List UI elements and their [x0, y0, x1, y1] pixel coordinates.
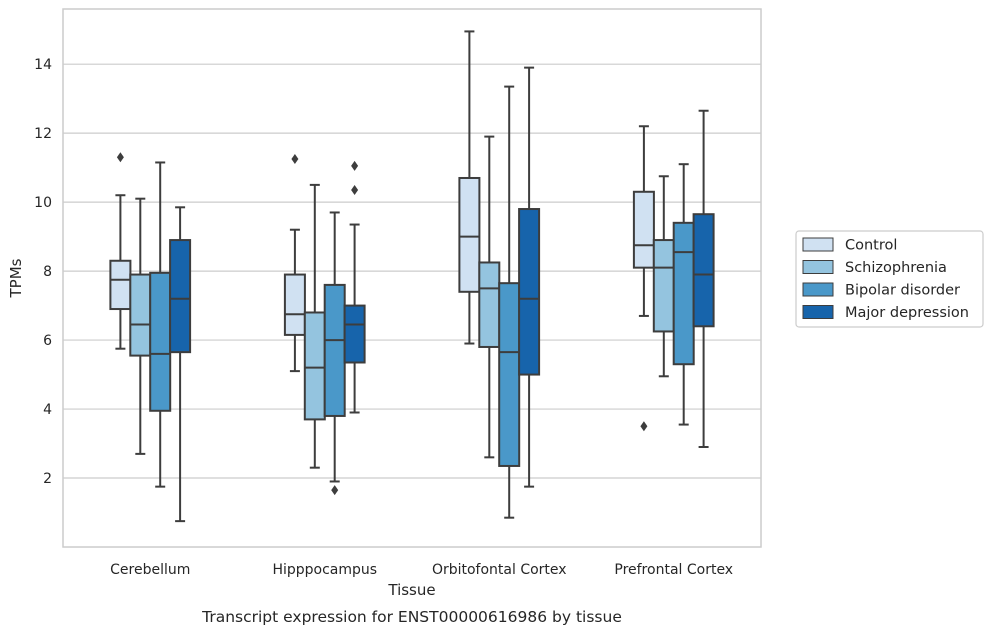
legend-swatch: [802, 237, 834, 252]
box-body: [129, 273, 152, 357]
box-body: [343, 304, 366, 364]
box-bipolar-disorder-1: [323, 211, 346, 496]
plot-frame: [62, 8, 762, 548]
y-tick-label: 8: [43, 264, 52, 280]
box-body: [169, 239, 192, 354]
x-tick-labels: Cerebellum Hipppocampus Orbitofontal Corte…: [110, 562, 733, 578]
y-tick-label: 12: [34, 126, 52, 142]
y-tick-label: 4: [43, 402, 52, 418]
legend: Control Schizophrenia Bipolar disorder Majo…: [795, 230, 984, 328]
box-body: [458, 176, 481, 293]
x-axis-label: Tissue: [387, 581, 435, 599]
box-body: [652, 239, 675, 333]
x-tick-label: Cerebellum: [110, 562, 190, 578]
box-body: [283, 273, 306, 336]
box-body: [498, 282, 521, 467]
box-bipolar-disorder-0: [149, 161, 172, 488]
box-body: [149, 271, 172, 412]
outlier-point: [331, 485, 339, 496]
box-body: [303, 311, 326, 421]
outlier-point: [116, 152, 124, 163]
box-control-3: [632, 125, 655, 432]
legend-frame: [795, 230, 984, 328]
outlier-point: [640, 421, 648, 432]
box-body: [692, 213, 715, 328]
chart-caption: Transcript expression for ENST0000061698…: [201, 608, 622, 626]
legend-label: Control: [845, 238, 897, 254]
box-control-2: [458, 30, 481, 345]
y-tick-label: 10: [34, 195, 52, 211]
box-major-depression-2: [518, 66, 541, 488]
legend-swatch: [802, 282, 834, 297]
outlier-point: [351, 160, 359, 171]
box-major-depression-3: [692, 109, 715, 448]
box-control-0: [109, 152, 132, 350]
legend-swatch: [802, 305, 834, 319]
y-tick-label: 14: [34, 57, 52, 73]
box-body: [109, 259, 132, 311]
box-body: [672, 221, 695, 366]
x-tick-label: Orbitofontal Cortex: [432, 562, 567, 578]
x-tick-label: Hipppocampus: [272, 562, 377, 578]
x-tick-label: Prefrontal Cortex: [614, 562, 733, 578]
y-tick-label: 6: [43, 333, 52, 349]
box-series: [109, 30, 715, 523]
legend-label: Bipolar disorder: [845, 283, 960, 299]
legend-label: Major depression: [845, 305, 969, 321]
box-body: [478, 261, 501, 348]
y-tick-label: 2: [43, 471, 52, 487]
legend-label: Schizophrenia: [845, 260, 947, 276]
y-tick-labels: 2 4 6 8 10 12 14: [34, 57, 52, 487]
box-control-1: [283, 154, 306, 373]
y-axis-label: TPMs: [7, 258, 25, 298]
box-schizophrenia-2: [478, 135, 501, 459]
box-body: [323, 283, 346, 417]
legend-swatch: [802, 260, 834, 274]
box-body: [632, 190, 655, 269]
box-body: [518, 208, 541, 376]
box-schizophrenia-0: [129, 197, 152, 455]
box-major-depression-1: [343, 160, 366, 414]
box-major-depression-0: [169, 206, 192, 523]
outlier-point: [351, 185, 359, 196]
outlier-point: [291, 154, 299, 165]
